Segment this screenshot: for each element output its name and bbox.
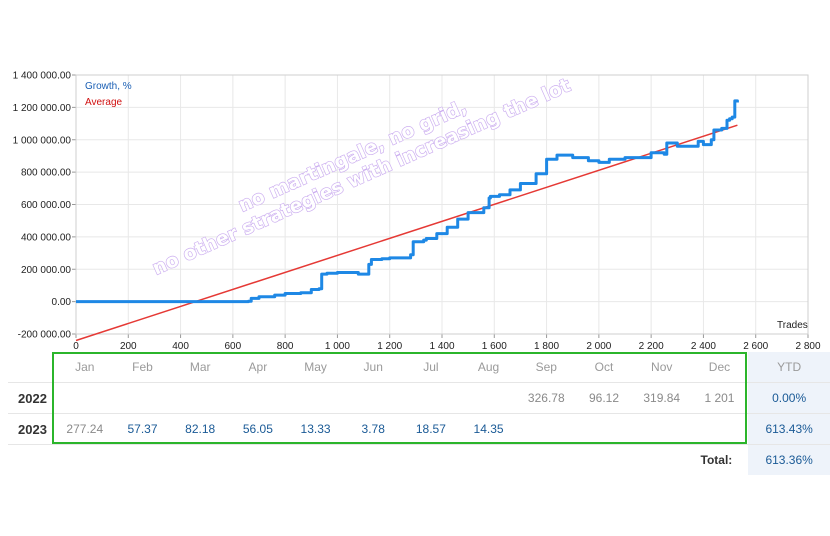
chart-legend: Growth, % Average: [85, 81, 132, 108]
y-tick-label: 0.00: [52, 297, 72, 308]
month-value: 1 201: [690, 382, 749, 414]
ytd-header: YTD: [748, 352, 830, 383]
ytd-value: 613.43%: [748, 413, 830, 445]
month-value: 277.24: [55, 413, 114, 445]
month-value: [690, 413, 749, 445]
month-value: [171, 382, 230, 414]
month-header: Oct: [594, 360, 614, 374]
chart-series: [75, 99, 739, 342]
x-tick-label: 2 200: [639, 341, 664, 352]
month-header: Apr: [248, 360, 268, 374]
x-tick-label: 2 600: [743, 341, 768, 352]
month-value: 57.37: [113, 413, 172, 445]
x-tick-label: 2 000: [586, 341, 611, 352]
y-tick-label: -200 000.00: [18, 330, 72, 341]
x-tick-label: 600: [225, 341, 242, 352]
month-value: [344, 382, 403, 414]
y-tick-label: 400 000.00: [21, 232, 71, 243]
month-value: 3.78: [344, 413, 403, 445]
total-label: Total:: [8, 444, 749, 475]
month-value: [113, 382, 172, 414]
year-row: 2023 277.24 57.37 82.18 56.05 13.33 3.78 18.57 1…: [8, 413, 830, 445]
ytd-value: 0.00%: [748, 382, 830, 414]
month-header: Sep: [535, 360, 557, 374]
x-tick-label: 400: [172, 341, 189, 352]
x-tick-label: 2 800: [795, 341, 820, 352]
month-value: [459, 382, 518, 414]
month-value: [402, 382, 460, 414]
x-tick-label: 1 200: [377, 341, 402, 352]
y-tick-label: 1 200 000.00: [13, 103, 72, 114]
x-tick-label: 1 800: [534, 341, 559, 352]
month-header: Jun: [363, 360, 383, 374]
month-value: 13.33: [286, 413, 345, 445]
total-row: Total: 613.36%: [8, 444, 830, 475]
watermark-line-2: no other strategies with increasing the …: [149, 74, 574, 279]
growth-chart: 0 200 400 600 800 1 000 1 200 1 400 1 600 1 800 2 …: [13, 71, 821, 353]
month-header: Feb: [132, 360, 153, 374]
month-value: 14.35: [459, 413, 518, 445]
y-tick-label: 600 000.00: [21, 200, 71, 211]
x-tick-label: 0: [73, 341, 79, 352]
y-tick-label: 1 000 000.00: [13, 135, 72, 146]
x-tick-label: 1 600: [482, 341, 507, 352]
y-tick-label: 800 000.00: [21, 168, 71, 179]
month-value: [55, 382, 114, 414]
year-row: 2022 326.78 96.12 319.84 1 201 0.00%: [8, 382, 830, 414]
month-header: Jan: [75, 360, 95, 374]
x-tick-label: 200: [120, 341, 137, 352]
year-header: [8, 352, 56, 383]
year-label: 2022: [8, 382, 56, 414]
monthly-returns-table: Jan Feb Mar Apr May Jun Jul Aug Sep Oct Nov Dec YTD …: [0, 352, 830, 482]
legend-average: Average: [85, 97, 123, 108]
x-tick-label: 1 000: [325, 341, 350, 352]
month-value: [517, 413, 576, 445]
x-axis-label: Trades: [777, 320, 808, 331]
x-tick-label: 1 400: [429, 341, 454, 352]
month-value: 18.57: [402, 413, 460, 445]
month-value: [575, 413, 633, 445]
total-value: 613.36%: [748, 444, 830, 475]
month-header-row: Jan Feb Mar Apr May Jun Jul Aug Sep Oct Nov Dec YTD: [8, 352, 830, 383]
month-header: Nov: [651, 360, 673, 374]
month-value: [286, 382, 345, 414]
x-tick-label: 2 400: [691, 341, 716, 352]
month-header: Aug: [477, 360, 500, 374]
month-value: 56.05: [229, 413, 287, 445]
legend-growth: Growth, %: [85, 81, 132, 92]
month-header: Jul: [423, 360, 439, 374]
growth-line: [76, 99, 739, 304]
month-value: 319.84: [632, 382, 691, 414]
month-header: Dec: [708, 360, 731, 374]
returns-table: Jan Feb Mar Apr May Jun Jul Aug Sep Oct Nov Dec YTD …: [8, 352, 830, 475]
month-value: [632, 413, 691, 445]
watermark: no martingale, no grid, no other strateg…: [148, 74, 574, 281]
y-tick-label: 200 000.00: [21, 265, 71, 276]
month-header: May: [304, 360, 327, 374]
month-value: 326.78: [517, 382, 576, 414]
month-value: 82.18: [171, 413, 230, 445]
month-header: Mar: [189, 360, 211, 374]
plot-frame: [75, 74, 809, 335]
month-value: 96.12: [575, 382, 633, 414]
average-line: [75, 124, 738, 342]
year-label: 2023: [8, 413, 56, 445]
month-value: [229, 382, 287, 414]
y-tick-label: 1 400 000.00: [13, 71, 72, 82]
chart-axes: 0 200 400 600 800 1 000 1 200 1 400 1 600 1 800 2 …: [13, 71, 821, 353]
x-tick-label: 800: [277, 341, 294, 352]
